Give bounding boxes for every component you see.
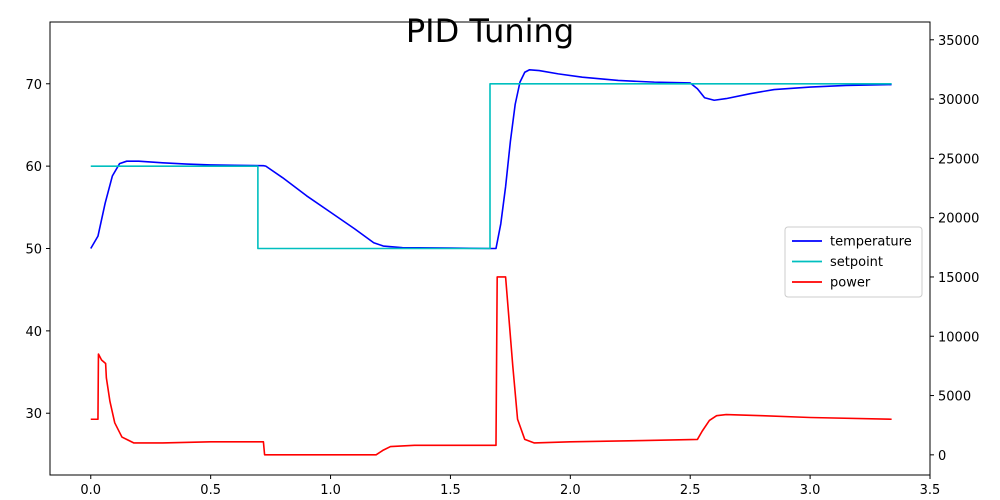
chart-title: PID Tuning [406,12,574,50]
y-left-tick-label: 40 [25,325,42,340]
legend-label-temperature: temperature [830,235,912,250]
y-right-tick-label: 0 [938,449,946,464]
x-tick-label: 0.0 [80,483,101,498]
x-tick-label: 3.5 [920,483,941,498]
legend-label-power: power [830,276,871,291]
x-tick-label: 0.5 [200,483,221,498]
x-tick-label: 3.0 [800,483,821,498]
x-tick-label: 2.5 [680,483,701,498]
series-line-temperature [90,68,892,250]
y-right-tick-label: 30000 [938,93,979,108]
y-right-tick-label: 15000 [938,271,979,286]
y-axis-right: 0 5000 10000 15000 20000 25000 30000 35000 [930,34,979,464]
y-right-tick-label: 25000 [938,152,979,167]
series-line-setpoint [90,82,892,250]
y-left-tick-label: 60 [25,160,42,175]
x-axis: 0.0 0.5 1.0 1.5 2.0 2.5 3.0 3.5 [80,475,940,498]
y-left-tick-label: 70 [25,78,42,93]
legend: temperature setpoint power [784,226,923,298]
legend-label-setpoint: setpoint [830,255,883,270]
series-layer [90,68,892,456]
y-axis-left: 30 40 50 60 70 [25,78,50,422]
x-tick-label: 2.0 [560,483,581,498]
series-line-power [90,276,892,456]
x-tick-label: 1.5 [440,483,461,498]
y-left-tick-label: 50 [25,243,42,258]
y-right-tick-label: 20000 [938,212,979,227]
y-left-tick-label: 30 [25,407,42,422]
legend-box [784,226,923,298]
x-tick-label: 1.0 [320,483,341,498]
y-right-tick-label: 5000 [938,390,971,405]
y-right-tick-label: 10000 [938,330,979,345]
y-right-tick-label: 35000 [938,34,979,49]
